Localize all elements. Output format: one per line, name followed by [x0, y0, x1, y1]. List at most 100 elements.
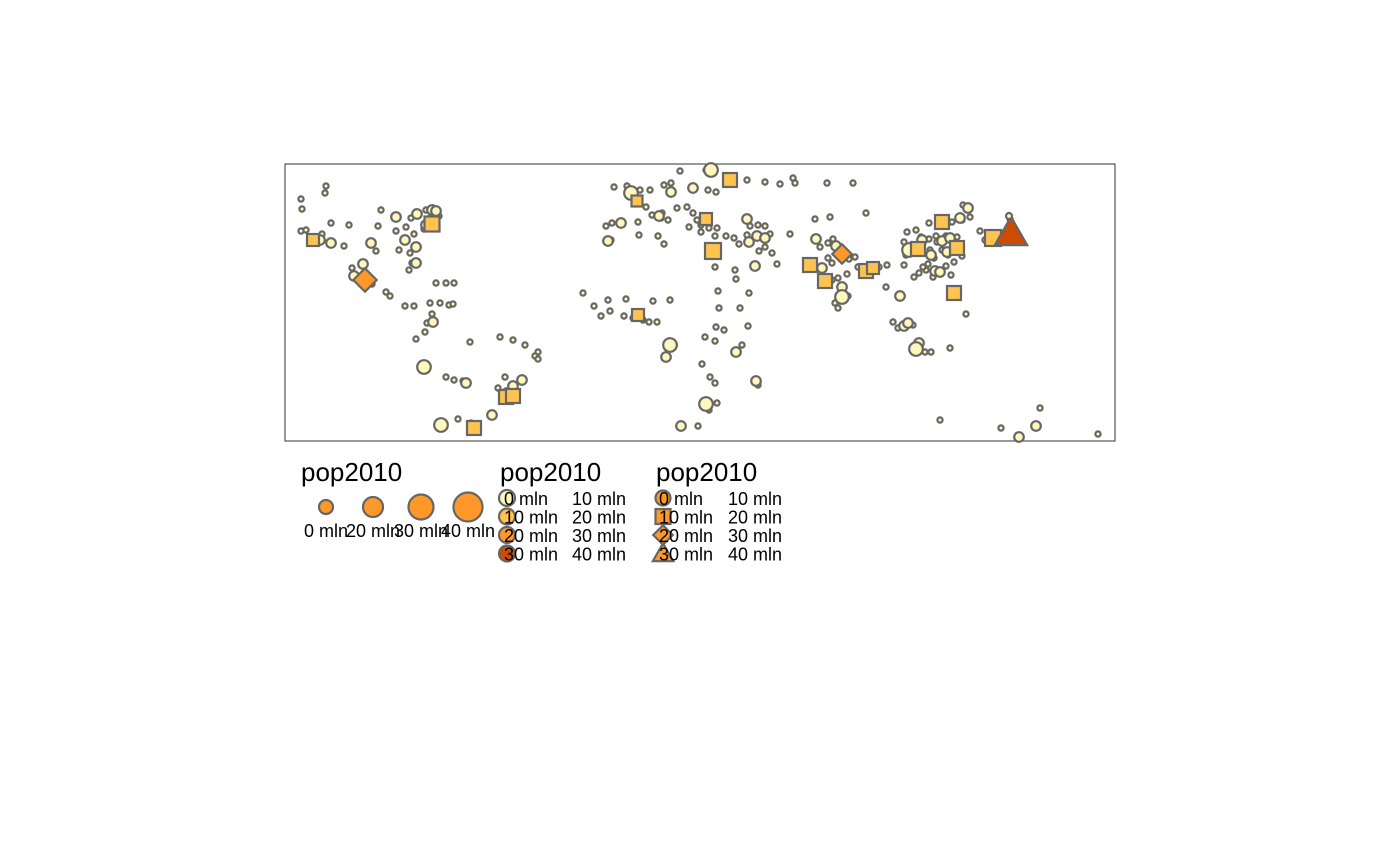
city-point	[465, 419, 483, 437]
legend-color-label: 40 mln	[572, 545, 626, 565]
city-point	[687, 182, 699, 194]
city-point	[834, 304, 842, 312]
city-point	[705, 224, 713, 232]
city-point	[894, 290, 906, 302]
city-point	[516, 374, 528, 386]
legend-shape-title: pop2010	[656, 457, 757, 487]
city-point	[486, 409, 498, 421]
city-point	[743, 236, 755, 248]
city-point	[374, 222, 382, 230]
city-point	[666, 296, 674, 304]
legend-size-label: 30 mln	[394, 521, 448, 541]
city-point	[428, 310, 436, 318]
city-point	[340, 242, 348, 250]
city-point	[1094, 430, 1102, 438]
city-point	[590, 302, 598, 310]
city-point	[660, 181, 668, 189]
city-point	[602, 222, 610, 230]
city-point	[962, 310, 970, 318]
city-point	[925, 219, 933, 227]
city-point	[496, 333, 504, 341]
city-point	[768, 249, 776, 257]
city-point	[862, 209, 870, 217]
city-point	[667, 179, 675, 187]
legend-color-label: 20 mln	[504, 526, 558, 546]
legend-shape-label: 30 mln	[659, 545, 713, 565]
legend-size-symbol	[452, 491, 484, 523]
city-point	[900, 261, 908, 269]
city-point	[706, 373, 714, 381]
city-point	[761, 222, 769, 230]
city-point	[882, 283, 890, 291]
city-point	[966, 213, 974, 221]
city-point	[759, 232, 771, 244]
city-point	[372, 247, 380, 255]
legend-shape-label: 20 mln	[659, 526, 713, 546]
city-point	[325, 237, 337, 249]
city-point	[992, 214, 1030, 247]
city-point	[321, 189, 329, 197]
legend-size-label: 20 mln	[346, 521, 400, 541]
city-point	[851, 253, 859, 261]
city-point	[749, 260, 761, 272]
city-point	[776, 180, 784, 188]
city-point	[534, 355, 542, 363]
city-point	[357, 258, 369, 270]
city-point	[665, 186, 677, 198]
city-point	[675, 420, 687, 432]
city-point	[843, 270, 851, 278]
city-point	[732, 275, 740, 283]
city-point	[664, 216, 672, 224]
city-point	[410, 302, 418, 310]
city-point	[934, 266, 946, 278]
city-point	[322, 182, 330, 190]
city-point	[604, 296, 612, 304]
city-point	[947, 271, 955, 279]
city-point	[697, 228, 705, 236]
city-point	[761, 243, 769, 251]
city-point	[721, 171, 739, 189]
city-point	[622, 295, 630, 303]
city-points	[297, 162, 1102, 443]
city-point	[377, 206, 385, 214]
city-point	[703, 241, 723, 261]
city-point	[730, 346, 742, 358]
city-point	[755, 247, 763, 255]
city-point	[654, 232, 662, 240]
city-point	[427, 316, 439, 328]
legend-size-symbol	[317, 498, 335, 516]
city-point	[390, 211, 402, 223]
city-point	[834, 289, 850, 305]
city-point	[910, 273, 918, 281]
city-point	[694, 422, 702, 430]
city-point	[297, 195, 305, 203]
city-point	[660, 240, 668, 248]
legend-color-label: 20 mln	[572, 508, 626, 528]
city-point	[504, 387, 522, 405]
city-point	[823, 179, 831, 187]
legend-shape-label: 30 mln	[728, 526, 782, 546]
city-point	[948, 218, 956, 226]
city-point	[773, 260, 781, 268]
city-point	[942, 262, 950, 270]
legend-color-title: pop2010	[500, 457, 601, 487]
city-point	[608, 219, 616, 227]
city-point	[754, 221, 762, 229]
city-point	[824, 254, 832, 262]
city-point	[736, 304, 744, 312]
city-point	[744, 322, 752, 330]
legend-color-symbol	[497, 544, 517, 563]
city-point	[816, 243, 824, 251]
city-point	[405, 266, 413, 274]
city-point	[903, 228, 911, 236]
city-point	[450, 376, 458, 384]
city-point	[351, 266, 379, 294]
city-point	[460, 377, 472, 389]
legend-shape-symbol	[654, 489, 672, 507]
city-point	[701, 333, 709, 341]
city-point	[786, 230, 794, 238]
city-point	[689, 209, 697, 217]
city-point	[673, 204, 681, 212]
